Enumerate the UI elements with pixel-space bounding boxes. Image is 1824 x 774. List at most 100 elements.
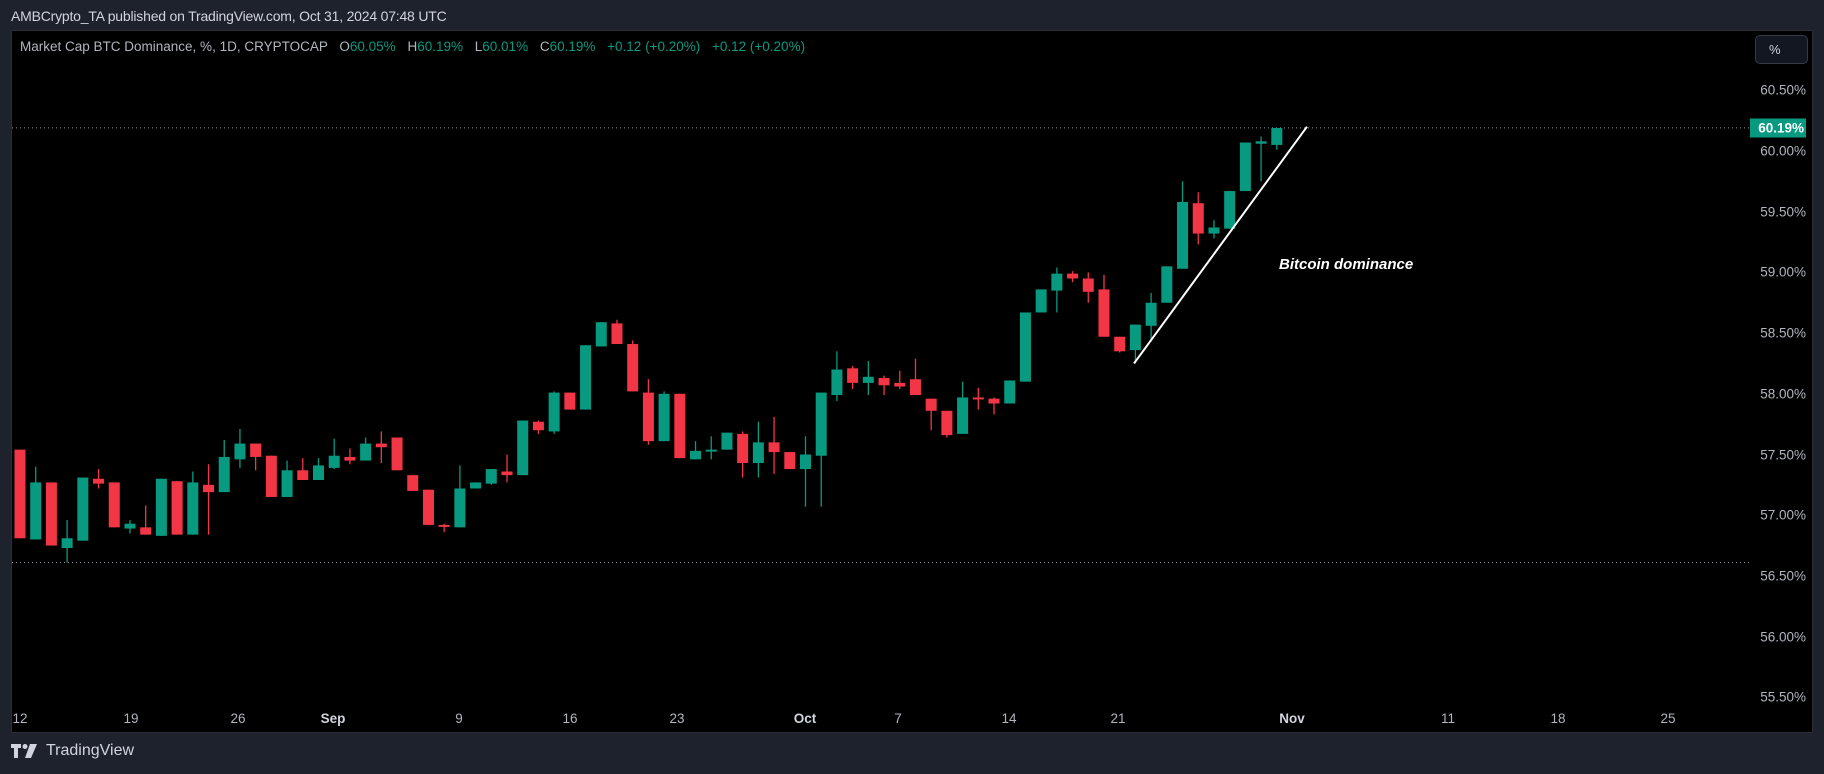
candle-up bbox=[328, 455, 340, 468]
candle-up bbox=[1145, 302, 1157, 326]
candle-down bbox=[1114, 336, 1126, 352]
last-price-tag: 60.19% bbox=[1750, 118, 1806, 138]
low-label: L bbox=[474, 39, 483, 54]
candle-up bbox=[485, 469, 497, 484]
time-axis-label: 12 bbox=[12, 711, 28, 726]
candle-up bbox=[690, 450, 702, 460]
time-axis-label: 18 bbox=[1550, 711, 1566, 726]
candle-down bbox=[422, 489, 434, 525]
candle-up bbox=[1129, 324, 1141, 351]
change-value-secondary: +0.12 (+0.20%) bbox=[712, 39, 806, 54]
time-axis-label: 14 bbox=[1001, 711, 1017, 726]
candle-up bbox=[1051, 273, 1063, 291]
time-axis-label: 23 bbox=[669, 711, 685, 726]
candle-up bbox=[957, 397, 969, 434]
candle-up bbox=[595, 322, 607, 347]
candle-up bbox=[1161, 266, 1173, 303]
open-value: 60.05% bbox=[349, 39, 396, 54]
candle-down bbox=[203, 484, 215, 493]
price-axis-label: 57.00% bbox=[1760, 507, 1806, 523]
candle-up bbox=[155, 478, 167, 536]
candle-down bbox=[265, 455, 277, 497]
candle-up bbox=[517, 420, 529, 476]
candle-down bbox=[250, 443, 262, 457]
candle-up bbox=[1177, 201, 1189, 269]
candle-up bbox=[580, 345, 592, 410]
time-axis-label: 7 bbox=[894, 711, 902, 726]
price-axis-label: 60.50% bbox=[1760, 82, 1806, 98]
candle-down bbox=[45, 482, 57, 546]
time-axis-label: 19 bbox=[123, 711, 139, 726]
candle-up bbox=[548, 392, 560, 432]
tradingview-footer: TradingView bbox=[11, 742, 134, 760]
candle-up bbox=[1271, 127, 1283, 145]
candle-up bbox=[30, 482, 42, 540]
price-axis-label: 56.00% bbox=[1760, 629, 1806, 645]
time-axis-label: 16 bbox=[562, 711, 578, 726]
price-axis-label: 56.50% bbox=[1760, 568, 1806, 584]
candle-up bbox=[705, 449, 717, 452]
candle-up bbox=[721, 432, 733, 450]
time-axis-label: 25 bbox=[1660, 711, 1676, 726]
symbol-title[interactable]: Market Cap BTC Dominance, %, 1D, CRYPTOC… bbox=[20, 39, 328, 54]
candle-up bbox=[800, 454, 811, 470]
candle-down bbox=[627, 344, 639, 392]
candle-up bbox=[61, 538, 73, 548]
time-axis-label: 26 bbox=[230, 711, 246, 726]
candle-up bbox=[124, 523, 136, 529]
tradingview-wordmark: TradingView bbox=[46, 742, 135, 759]
percent-scale-button[interactable]: % bbox=[1755, 35, 1808, 64]
candle-down bbox=[171, 481, 183, 535]
candle-down bbox=[941, 410, 953, 436]
price-axis-label: 58.50% bbox=[1760, 325, 1806, 341]
tradingview-logo-icon bbox=[11, 744, 37, 758]
candle-down bbox=[925, 398, 937, 411]
candle-up bbox=[1035, 289, 1047, 313]
price-axis-label: 55.50% bbox=[1760, 689, 1806, 705]
candle-down bbox=[438, 524, 450, 527]
candle-down bbox=[1082, 278, 1094, 292]
candle-down bbox=[108, 482, 120, 528]
candle-down bbox=[14, 449, 26, 539]
candle-down bbox=[878, 378, 890, 386]
candle-up bbox=[1224, 191, 1236, 229]
candle-down bbox=[532, 421, 544, 431]
candle-up bbox=[470, 482, 482, 489]
candle-down bbox=[847, 368, 859, 383]
ascending-trendline bbox=[1133, 126, 1308, 365]
candle-down bbox=[93, 478, 105, 484]
time-axis-label: 11 bbox=[1440, 711, 1456, 726]
time-axis-label: 21 bbox=[1110, 711, 1126, 726]
candle-down bbox=[784, 452, 796, 470]
close-value: 60.19% bbox=[549, 39, 596, 54]
candle-down bbox=[674, 393, 686, 459]
candle-up bbox=[234, 443, 246, 460]
candle-down bbox=[140, 527, 152, 535]
candle-down bbox=[297, 470, 309, 480]
time-axis-label: Sep bbox=[320, 711, 346, 726]
candle-down bbox=[501, 471, 513, 476]
candle-up bbox=[658, 393, 670, 442]
candle-down bbox=[972, 397, 984, 400]
candle-up bbox=[1255, 141, 1267, 144]
candle-down bbox=[1098, 289, 1110, 337]
bitcoin-dominance-annotation[interactable]: Bitcoin dominance bbox=[1279, 256, 1414, 273]
price-axis-label: 60.00% bbox=[1760, 143, 1806, 159]
candle-down bbox=[564, 392, 576, 410]
candle-down bbox=[642, 392, 654, 442]
candle-up bbox=[312, 465, 324, 480]
candle-up bbox=[218, 456, 230, 493]
candle-down bbox=[768, 442, 780, 453]
time-axis-label: Oct bbox=[793, 711, 817, 726]
candle-down bbox=[344, 456, 356, 461]
candle-up bbox=[1019, 312, 1031, 382]
candle-up bbox=[1208, 227, 1220, 234]
candle-down bbox=[894, 382, 906, 387]
candle-up bbox=[862, 376, 874, 383]
candle-down bbox=[391, 437, 403, 471]
change-value: +0.12 (+0.20%) bbox=[607, 39, 701, 54]
time-axis-label: Nov bbox=[1279, 711, 1305, 726]
high-label: H bbox=[407, 39, 418, 54]
price-axis-label: 57.50% bbox=[1760, 447, 1806, 462]
